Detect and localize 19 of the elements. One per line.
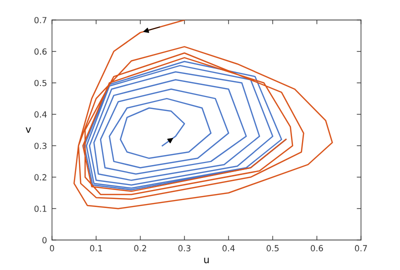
x-tick-label: 0.5: [266, 245, 279, 252]
x-axis-title: u: [204, 258, 209, 264]
x-tick-label: 0.1: [90, 245, 102, 252]
y-tick-label: 0.4: [34, 111, 47, 118]
x-tick-label: 0.2: [134, 245, 146, 252]
y-axis-title: v: [26, 127, 31, 133]
y-tick-label: 0.6: [34, 48, 47, 55]
y-tick-label: 0: [42, 237, 47, 244]
x-tick-label: 0.4: [222, 245, 235, 252]
x-tick-label: 0.6: [310, 245, 323, 252]
x-tick-label: 0.7: [354, 245, 367, 252]
line-series: [73, 20, 333, 210]
x-tick-label: 0: [50, 245, 54, 252]
y-tick-label: 0.3: [34, 142, 46, 150]
y-tick-label: 0.1: [34, 206, 46, 212]
y-tick-label: 0.2: [34, 174, 46, 180]
x-tick-label: 0.3: [178, 245, 190, 252]
y-tick-label: 0.7: [34, 16, 46, 24]
y-tick-label: 0.5: [34, 80, 46, 86]
